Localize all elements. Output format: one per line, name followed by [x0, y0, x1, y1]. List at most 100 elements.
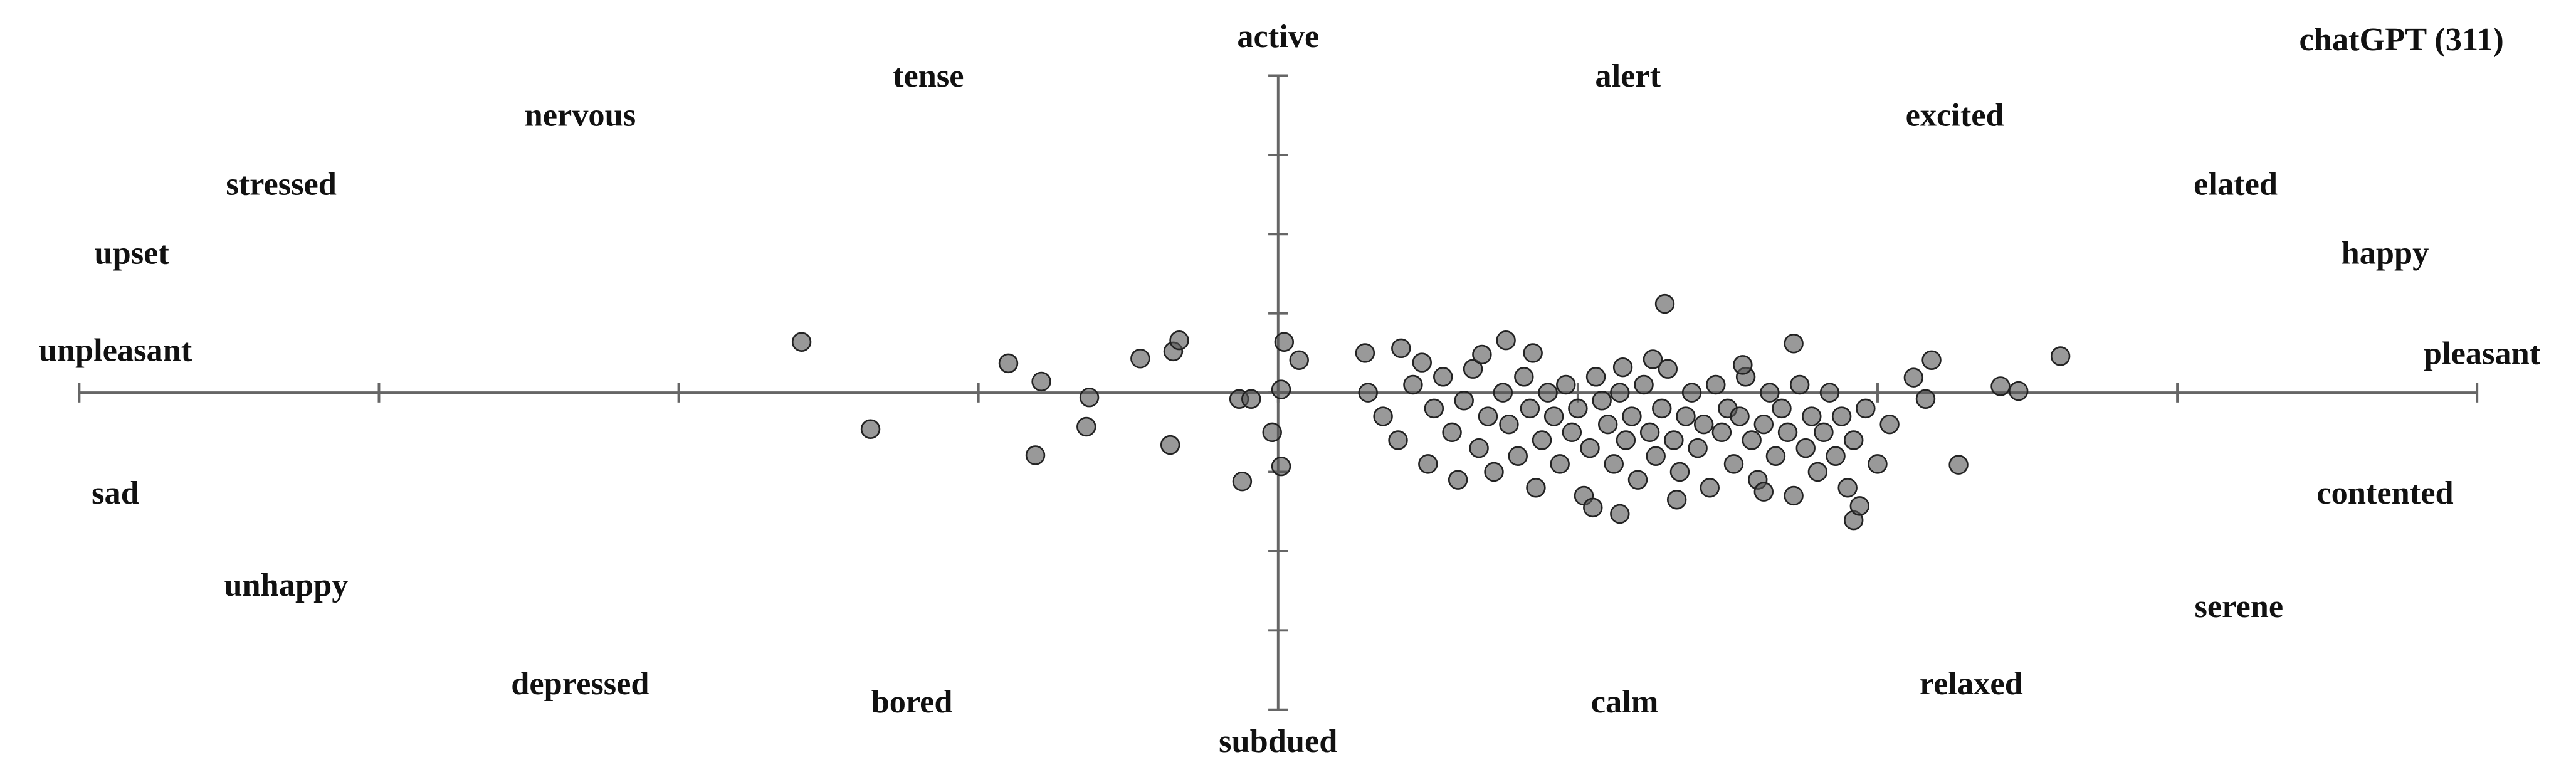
point — [1169, 330, 1189, 351]
point — [1711, 422, 1732, 443]
point — [1478, 406, 1498, 426]
point — [1765, 446, 1786, 466]
point — [2008, 381, 2029, 401]
mood-label: contented — [2316, 475, 2453, 511]
point — [1433, 367, 1453, 387]
point — [1454, 391, 1474, 411]
mood-label: nervous — [525, 97, 636, 134]
point — [1654, 293, 1675, 314]
point — [1915, 389, 1936, 409]
point — [1610, 383, 1630, 403]
point — [791, 332, 812, 352]
point — [1031, 371, 1051, 392]
point — [1448, 470, 1468, 490]
point — [1681, 383, 1702, 403]
point — [1831, 406, 1852, 426]
point — [1604, 454, 1624, 474]
point — [1562, 422, 1582, 443]
point — [1543, 406, 1564, 426]
point — [1664, 430, 1684, 450]
point — [1532, 430, 1552, 450]
point — [1271, 456, 1291, 477]
chart-title: chatGPT (311) — [2300, 21, 2504, 58]
point — [1520, 398, 1540, 419]
mood-label: sad — [92, 475, 139, 511]
point — [1526, 478, 1546, 498]
point — [1652, 398, 1672, 419]
mood-label: bored — [871, 684, 953, 720]
point — [1241, 389, 1261, 409]
point — [1612, 357, 1633, 378]
point — [1358, 383, 1378, 403]
point — [1646, 446, 1666, 466]
point — [1418, 454, 1438, 474]
point — [1807, 462, 1828, 482]
point — [1753, 482, 1774, 502]
point — [1556, 374, 1576, 395]
point — [1819, 383, 1840, 403]
point — [1538, 383, 1558, 403]
point — [1592, 391, 1612, 411]
point — [1484, 462, 1504, 482]
point — [1634, 374, 1654, 395]
mood-label: stressed — [226, 166, 337, 203]
point — [1784, 485, 1804, 506]
point — [1643, 349, 1663, 369]
point — [1706, 374, 1726, 395]
point — [1622, 406, 1642, 426]
point — [1472, 344, 1492, 365]
mood-label: relaxed — [1920, 665, 2023, 702]
point — [860, 419, 881, 439]
mood-label: alert — [1595, 58, 1661, 94]
point — [998, 353, 1019, 374]
mood-label: active — [1237, 18, 1319, 55]
point — [1948, 455, 1969, 475]
point — [1849, 496, 1870, 516]
point — [1844, 430, 1864, 450]
point — [1496, 330, 1516, 351]
point — [1789, 374, 1810, 395]
mood-label: tense — [893, 58, 964, 94]
point — [1921, 350, 1942, 371]
point — [1700, 478, 1720, 498]
point — [1837, 478, 1858, 498]
point — [1903, 367, 1924, 388]
point — [1130, 349, 1150, 369]
mood-label: pleasant — [2424, 336, 2541, 372]
mood-label: excited — [1906, 97, 2004, 134]
point — [1499, 414, 1519, 435]
point — [1868, 454, 1888, 474]
point — [1289, 350, 1309, 371]
point — [1760, 383, 1780, 403]
point — [1784, 334, 1804, 354]
point — [1391, 338, 1411, 359]
point — [1772, 398, 1792, 419]
point — [1274, 332, 1295, 352]
point — [1232, 471, 1253, 492]
point — [1610, 504, 1630, 524]
point — [1688, 438, 1708, 458]
point — [1742, 430, 1762, 450]
mood-label: elated — [2194, 166, 2278, 203]
point — [1730, 406, 1750, 426]
point — [1795, 438, 1816, 458]
point — [1493, 383, 1513, 403]
point — [1723, 454, 1744, 474]
point — [1990, 376, 2011, 396]
point — [1616, 430, 1636, 450]
point — [1669, 462, 1690, 482]
point — [1585, 367, 1606, 387]
point — [1693, 414, 1714, 435]
point — [1463, 359, 1483, 379]
point — [1076, 416, 1096, 437]
point — [2050, 346, 2071, 366]
point — [1627, 470, 1648, 490]
point — [1676, 406, 1696, 426]
point — [1508, 446, 1528, 466]
mood-label: subdued — [1219, 723, 1337, 759]
point — [1271, 379, 1291, 399]
point — [1856, 398, 1876, 419]
point — [1583, 497, 1603, 518]
point — [1403, 374, 1423, 395]
